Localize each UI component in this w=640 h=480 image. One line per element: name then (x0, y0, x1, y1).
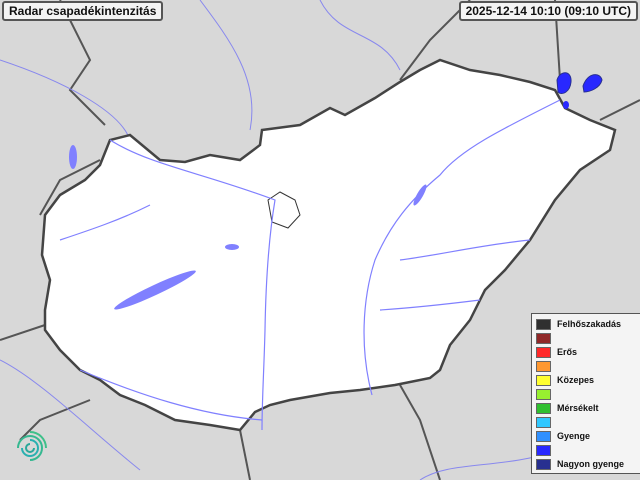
legend-swatch (536, 346, 551, 358)
river-raba (59, 204, 151, 241)
legend-swatch (536, 458, 551, 470)
legend-swatch (536, 332, 551, 344)
river-danube (109, 139, 276, 431)
timestamp: 2025-12-14 10:10 (09:10 UTC) (458, 1, 638, 21)
lake-velence (225, 244, 239, 250)
legend-swatch (536, 416, 551, 428)
lake-neusiedl (69, 145, 77, 169)
legend-item: Felhőszakadás (536, 317, 640, 331)
legend-item: Mérsékelt (536, 401, 640, 415)
legend-item: Erős (536, 345, 640, 359)
legend-item (536, 415, 640, 429)
map-title: Radar csapadékintenzitás (2, 1, 164, 21)
river-maros (379, 299, 481, 311)
legend-label: Felhőszakadás (557, 319, 622, 329)
river-drava (79, 369, 263, 421)
legend-swatch (536, 430, 551, 442)
radar-echoes (556, 72, 603, 109)
river-tisza (363, 99, 561, 396)
river-koros (399, 239, 531, 261)
legend-swatch (536, 444, 551, 456)
legend-item (536, 331, 640, 345)
hungary-territory (40, 58, 617, 432)
legend-swatch (536, 360, 551, 372)
legend-item: Közepes (536, 373, 640, 387)
precip-echo (556, 72, 572, 95)
legend-item (536, 387, 640, 401)
legend-swatch (536, 318, 551, 330)
spiral-logo-icon (17, 431, 47, 461)
rivers (59, 99, 561, 431)
legend-label: Mérsékelt (557, 403, 599, 413)
lakes (69, 145, 427, 310)
legend-item (536, 359, 640, 373)
legend-item (536, 443, 640, 457)
legend-label: Gyenge (557, 431, 591, 441)
legend-swatch (536, 388, 551, 400)
lake-tisza (413, 184, 427, 206)
legend-swatch (536, 374, 551, 386)
legend-item: Gyenge (536, 429, 640, 443)
legend-label: Nagyon gyenge (557, 459, 625, 469)
legend-label: Erős (557, 347, 578, 357)
legend-item: Nagyon gyenge (536, 457, 640, 471)
precip-echo (563, 101, 569, 109)
lake-balaton (114, 270, 196, 310)
legend-label: Közepes (557, 375, 595, 385)
legend-swatch (536, 402, 551, 414)
precip-echo (582, 74, 603, 93)
legend: Felhőszakadás Erős Közepes Mérsékelt Gyenge N… (531, 313, 640, 474)
